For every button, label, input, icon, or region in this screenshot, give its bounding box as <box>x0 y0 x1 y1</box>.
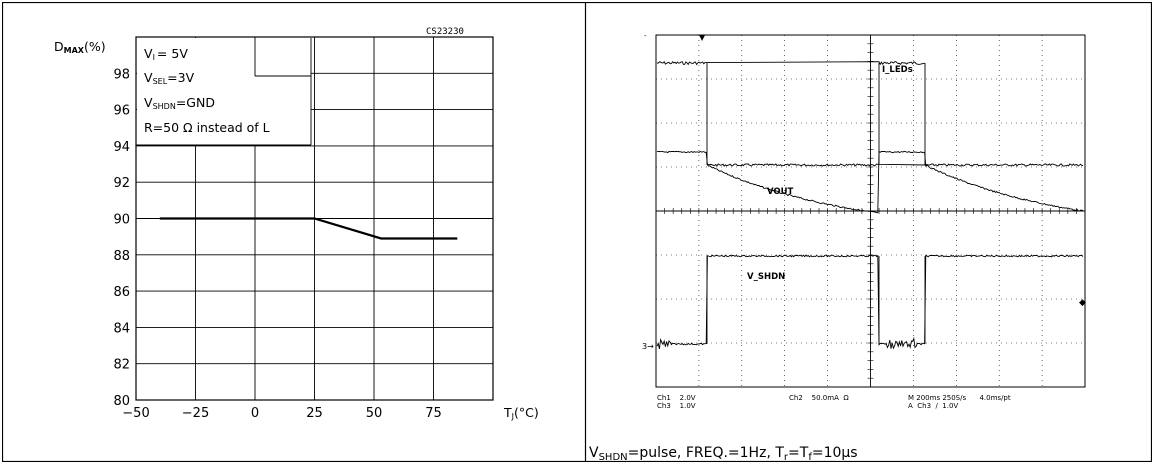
trace-i-leds <box>656 60 925 66</box>
channel-3-marker: 3→ <box>642 342 654 351</box>
dmax-series <box>159 217 458 240</box>
y-tick-label: 82 <box>113 358 130 373</box>
plot-area-border <box>135 36 494 401</box>
y-tick-label: 84 <box>113 321 130 336</box>
oscilloscope-capture: - ▼ ◆ 3→ I_LEDs VOUT V_SHDN Ch1 2.0V Ch3… <box>589 32 1086 462</box>
dmax-vs-temperature-chart: 80 82 84 86 88 90 92 94 96 98 −50 −25 0 25 50 75 CS232… <box>54 27 539 421</box>
scope-ch1-setting: Ch1 2.0V <box>657 394 696 402</box>
condition-resistor: R=50 Ω instead of L <box>144 120 270 135</box>
scope-timebase-setting: M 200ms 250S/s 4.0ms/pt <box>908 394 1011 402</box>
x-tick-label: 0 <box>251 406 259 421</box>
y-tick-labels: 80 82 84 86 88 90 92 94 96 98 <box>113 67 130 409</box>
trigger-position-marker: ▼ <box>699 33 706 42</box>
scope-ch3-setting: Ch3 1.0V <box>657 402 696 410</box>
conditions-box <box>137 38 311 145</box>
scope-traces <box>656 60 1084 350</box>
x-tick-label: 75 <box>425 406 442 421</box>
label-v-shdn: V_SHDN <box>747 272 785 282</box>
x-axis-label: TJ(°C) <box>503 405 539 421</box>
condition-vi: VI = 5V <box>144 46 188 62</box>
scope-ch2-setting: Ch2 50.0mA Ω <box>789 394 849 402</box>
trigger-level-marker: ◆ <box>1079 298 1086 308</box>
label-i-leds: I_LEDs <box>882 65 913 75</box>
dmax-line <box>159 217 458 240</box>
y-tick-label: 92 <box>113 176 130 191</box>
condition-vsel: VSEL=3V <box>144 70 195 86</box>
x-tick-label: 25 <box>306 406 323 421</box>
label-vout: VOUT <box>767 187 794 197</box>
scope-screen-border <box>655 34 1086 388</box>
scope-settings-text: Ch1 2.0V Ch3 1.0V Ch2 50.0mA Ω M 200ms 2… <box>657 394 1011 410</box>
x-tick-labels: −50 −25 0 25 50 75 <box>122 406 441 421</box>
conditions-text: VI = 5V VSEL=3V VSHDN=GND R=50 Ω instead … <box>144 46 270 135</box>
y-tick-label: 96 <box>113 104 130 119</box>
y-tick-label: 94 <box>113 140 130 155</box>
condition-vshdn: VSHDN=GND <box>144 95 215 111</box>
scope-caption: VSHDN=pulse, FREQ.=1Hz, Tr=Tf=10µs <box>589 445 858 462</box>
x-tick-label: −50 <box>122 406 149 421</box>
y-tick-label: 88 <box>113 249 130 264</box>
x-tick-label: −25 <box>182 406 209 421</box>
scope-trigger-setting: A Ch3 ∕ 1.0V <box>908 402 958 410</box>
y-axis-label: DMAX(%) <box>54 39 106 55</box>
scope-top-tick: - <box>644 32 647 40</box>
trace-i-leds-off <box>707 163 1084 167</box>
y-tick-label: 98 <box>113 67 130 82</box>
chart-code: CS23230 <box>426 27 464 37</box>
x-tick-label: 50 <box>366 406 383 421</box>
y-tick-label: 80 <box>113 394 130 409</box>
y-tick-label: 90 <box>113 213 130 228</box>
trace-v-shdn <box>656 254 1084 350</box>
trace-vout <box>656 150 1084 214</box>
y-tick-label: 86 <box>113 285 130 300</box>
